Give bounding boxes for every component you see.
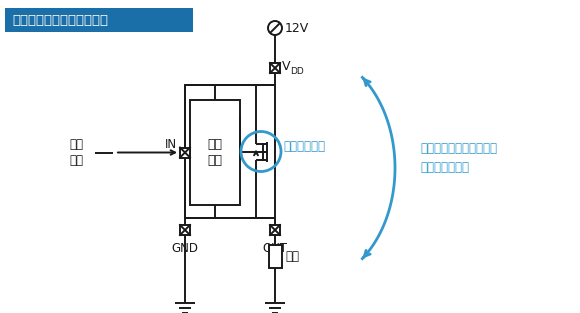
Text: IN: IN (165, 137, 177, 151)
Bar (180, 225, 190, 235)
Text: OUT: OUT (263, 242, 288, 255)
Text: GND: GND (172, 242, 198, 255)
Text: V: V (282, 60, 291, 74)
Text: DD: DD (290, 66, 304, 75)
Text: 入力: 入力 (69, 138, 83, 151)
Bar (269, 245, 281, 268)
Text: 電源と負荷の間にスイッ
チが配置される: 電源と負荷の間にスイッ チが配置される (420, 142, 497, 174)
Text: スイッチ素子: スイッチ素子 (283, 140, 325, 153)
Bar (180, 147, 190, 157)
Bar (190, 100, 240, 205)
Bar (270, 63, 280, 73)
Text: 12V: 12V (285, 22, 309, 34)
Text: 信号: 信号 (69, 154, 83, 167)
Bar (270, 225, 280, 235)
Text: 制御
回路: 制御 回路 (208, 138, 223, 167)
Text: 負荷: 負荷 (285, 250, 299, 263)
Text: ハイサイドスイッチの構成: ハイサイドスイッチの構成 (12, 13, 108, 27)
Bar (5, 8, 193, 32)
Bar (185, 85, 275, 218)
